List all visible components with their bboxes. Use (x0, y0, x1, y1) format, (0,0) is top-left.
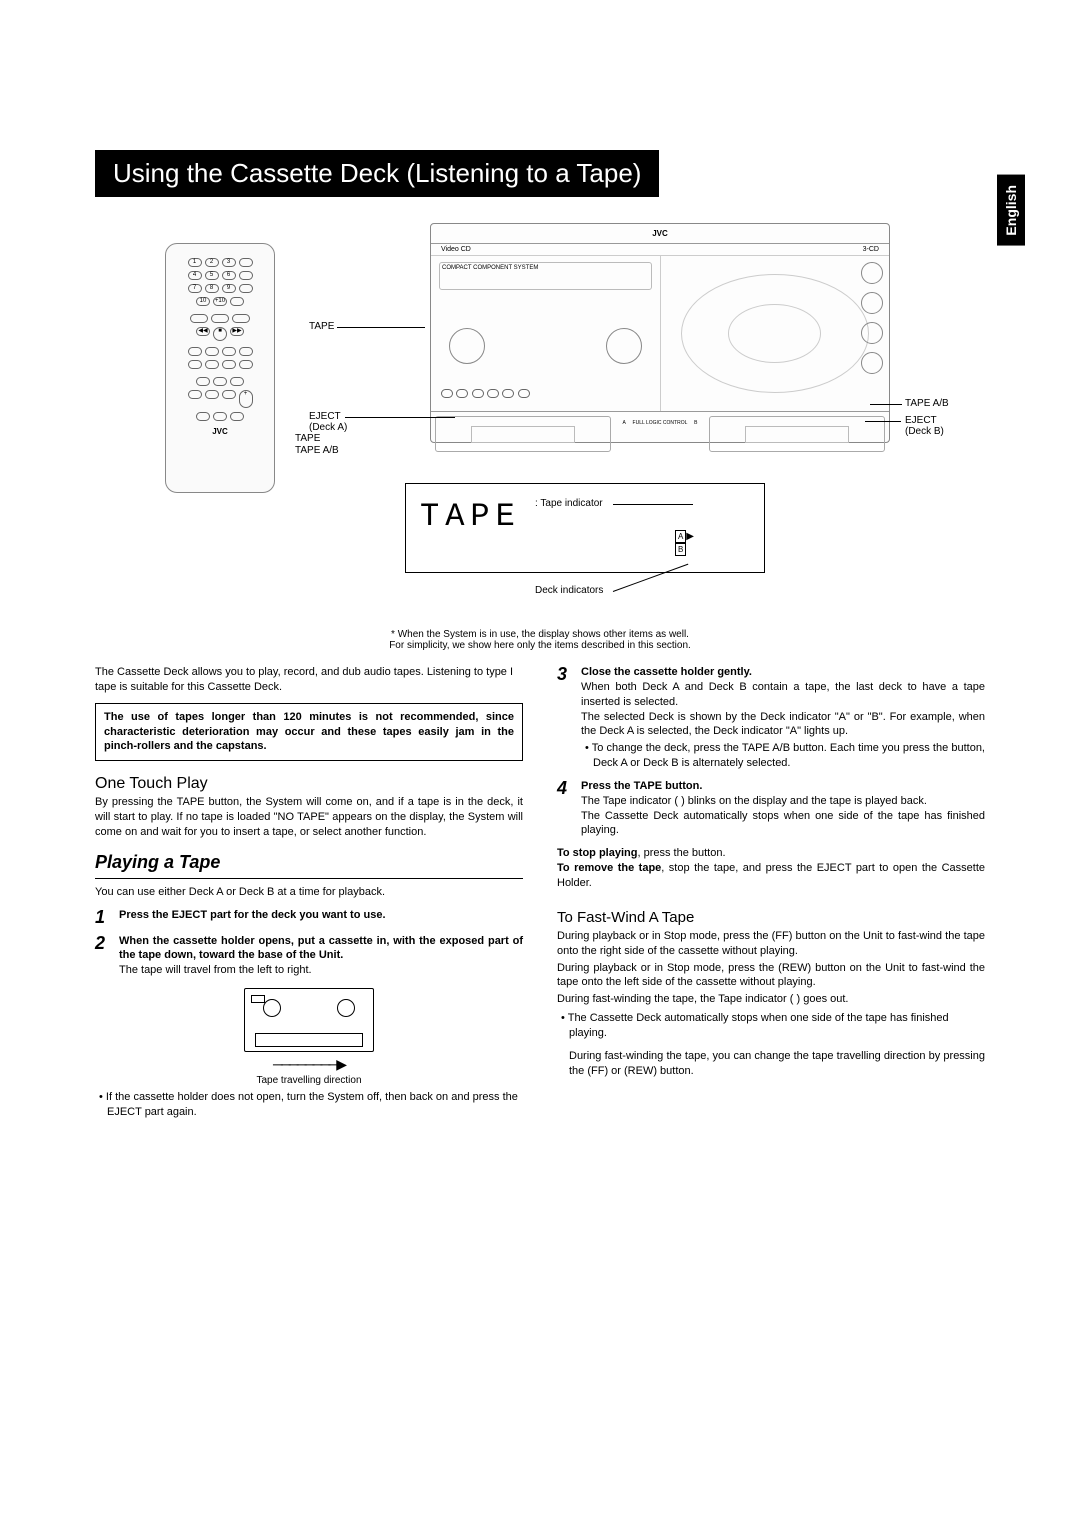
cassette-icon (244, 988, 374, 1052)
remote-control-illustration: 123 456 789 10+10 ◀◀■▶▶ + JVC (165, 243, 275, 493)
playing-a-tape-heading: Playing a Tape (95, 852, 523, 873)
content-columns: The Cassette Deck allows you to play, re… (95, 665, 985, 1120)
figure-caption: Tape travelling direction (229, 1075, 389, 1086)
lcd-display-illustration: TAPE A▶ B (405, 483, 765, 573)
deck-indicator-icons: A▶ B (675, 530, 694, 556)
step-number: 4 (557, 779, 573, 838)
callout-tape-indicator: : Tape indicator (535, 498, 603, 509)
step-number: 1 (95, 908, 111, 926)
callout-eject-b: EJECT(Deck B) (905, 415, 944, 437)
language-tab: English (997, 175, 1025, 246)
callout-tapeab-unit: TAPE A/B (905, 398, 949, 409)
intro-text: The Cassette Deck allows you to play, re… (95, 665, 523, 695)
stop-playing-text: To stop playing, press the button. To re… (557, 846, 985, 891)
left-column: The Cassette Deck allows you to play, re… (95, 665, 523, 1120)
cassette-figure: ────────▶ Tape travelling direction (229, 988, 389, 1086)
page-title: Using the Cassette Deck (Listening to a … (95, 150, 659, 197)
callout-eject-a: EJECT(Deck A) (309, 411, 347, 433)
callout-tapeab-remote: TAPE A/B (295, 445, 339, 456)
fast-wind-4: • The Cassette Deck automatically stops … (557, 1011, 985, 1041)
jvc-logo-icon: JVC (166, 427, 274, 436)
step-2: 2 When the cassette holder opens, put a … (95, 934, 523, 979)
callout-deck-indicators: Deck indicators (535, 585, 603, 596)
fast-wind-3: During fast-winding the tape, the Tape i… (557, 992, 985, 1007)
step-number: 2 (95, 934, 111, 979)
one-touch-play-heading: One Touch Play (95, 775, 523, 793)
display-text: TAPE (406, 484, 764, 535)
vcd-label: Video CD (441, 246, 863, 253)
step-3: 3 Close the cassette holder gently. When… (557, 665, 985, 771)
diagram-footnote: * When the System is in use, the display… (95, 629, 985, 651)
step-4: 4 Press the TAPE button. The Tape indica… (557, 779, 985, 838)
diagram-area: 123 456 789 10+10 ◀◀■▶▶ + JVC JVC Video … (165, 223, 975, 623)
one-touch-play-body: By pressing the TAPE button, the System … (95, 795, 523, 840)
callout-tape-unit: TAPE (295, 433, 320, 444)
fast-wind-heading: To Fast-Wind A Tape (557, 909, 985, 926)
step-1: 1 Press the EJECT part for the deck you … (95, 908, 523, 926)
right-column: 3 Close the cassette holder gently. When… (557, 665, 985, 1120)
fast-wind-5: During fast-winding the tape, you can ch… (557, 1049, 985, 1079)
arrow-icon: ────────▶ (229, 1056, 389, 1073)
cassette-note: • If the cassette holder does not open, … (95, 1090, 523, 1120)
stereo-unit-illustration: JVC Video CD 3-CD COMPACT COMPONENT SYST… (430, 223, 890, 443)
warning-box: The use of tapes longer than 120 minutes… (95, 703, 523, 762)
step-number: 3 (557, 665, 573, 771)
fast-wind-1: During playback or in Stop mode, press t… (557, 929, 985, 959)
jvc-logo-icon: JVC (652, 229, 668, 238)
fast-wind-2: During playback or in Stop mode, press t… (557, 961, 985, 991)
callout-tape: TAPE (309, 321, 334, 332)
playing-intro: You can use either Deck A or Deck B at a… (95, 885, 523, 900)
cd-label: 3-CD (863, 246, 879, 253)
